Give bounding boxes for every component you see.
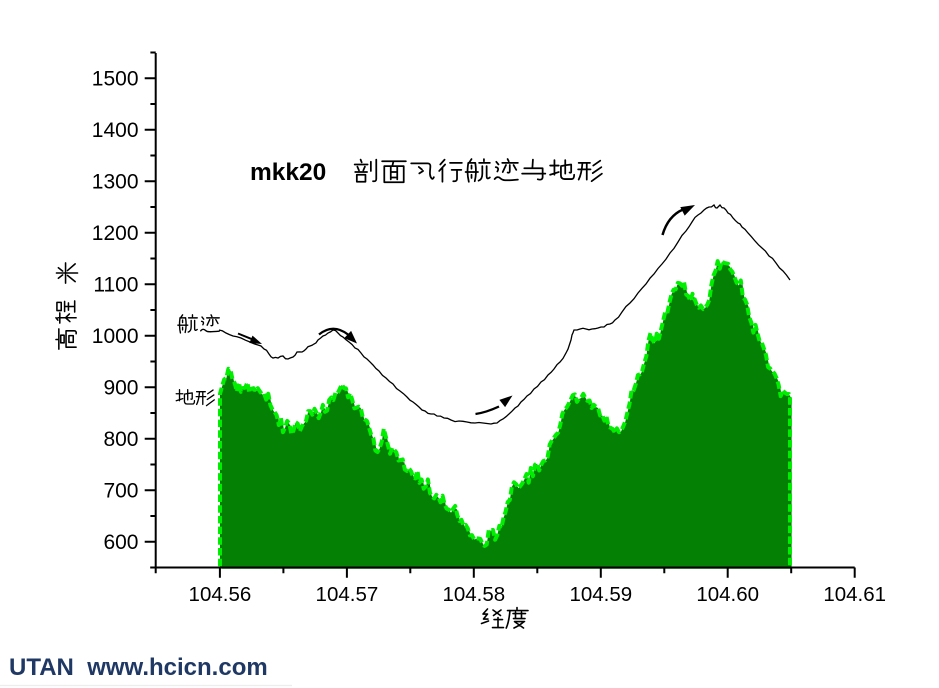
svg-text:1100: 1100	[93, 274, 138, 297]
svg-text:UTAN www.hcicn.com: UTAN www.hcicn.com	[9, 654, 268, 681]
svg-text:1500: 1500	[92, 68, 139, 91]
svg-text:104.57: 104.57	[316, 583, 379, 606]
svg-text:104.60: 104.60	[696, 583, 759, 606]
svg-text:900: 900	[103, 377, 138, 400]
svg-text:1200: 1200	[92, 222, 139, 245]
svg-text:1000: 1000	[92, 325, 139, 348]
svg-text:700: 700	[103, 480, 138, 503]
svg-text:mkk20: mkk20	[250, 159, 326, 186]
svg-text:104.59: 104.59	[569, 583, 632, 606]
svg-text:1400: 1400	[92, 119, 139, 142]
svg-text:1300: 1300	[92, 171, 139, 194]
svg-text:800: 800	[103, 428, 138, 451]
svg-text:600: 600	[103, 531, 138, 554]
svg-text:104.61: 104.61	[823, 583, 886, 606]
svg-text:104.58: 104.58	[442, 583, 505, 606]
svg-text:104.56: 104.56	[189, 583, 252, 606]
